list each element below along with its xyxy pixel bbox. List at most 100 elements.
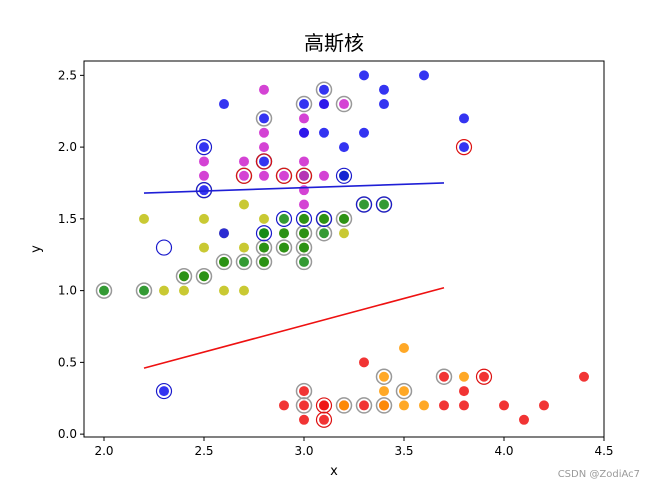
support-ring-gray <box>435 368 453 385</box>
data-point <box>299 99 309 110</box>
data-point <box>359 127 369 138</box>
data-point <box>359 400 369 411</box>
data-point <box>199 142 209 153</box>
data-point <box>219 256 229 267</box>
data-point <box>359 70 369 81</box>
data-point <box>199 213 209 224</box>
support-ring-red <box>475 368 493 385</box>
data-point <box>459 113 469 124</box>
data-point <box>139 213 149 224</box>
data-point <box>259 156 269 167</box>
support-ring-blue <box>255 225 273 242</box>
support-ring-gray <box>395 382 413 400</box>
data-point <box>319 414 329 425</box>
data-point <box>99 285 109 296</box>
regression-line <box>143 182 445 194</box>
support-ring-gray <box>215 253 233 271</box>
data-point <box>279 170 289 181</box>
x-axis-label: x <box>330 464 338 479</box>
data-point <box>259 256 269 267</box>
support-ring-gray <box>315 81 333 98</box>
data-point <box>459 142 469 153</box>
chart-title: 高斯核 <box>304 31 364 55</box>
data-point <box>159 386 169 397</box>
support-ring-gray <box>255 110 273 127</box>
data-point <box>319 84 329 95</box>
data-point <box>459 371 469 382</box>
data-point <box>199 242 209 253</box>
x-tick-label: 2.5 <box>194 444 213 458</box>
data-point <box>539 400 549 411</box>
data-point <box>299 199 309 210</box>
support-ring-red <box>315 397 333 414</box>
support-ring-gray <box>175 268 193 285</box>
support-ring-blue <box>155 239 173 256</box>
data-point <box>399 343 409 354</box>
data-point <box>339 228 349 239</box>
y-axis-ticks: 0.0 0.5 1.0 1.5 2.0 2.5 <box>58 68 84 441</box>
data-marks <box>95 70 589 428</box>
x-axis-ticks: 2.0 2.5 3.0 3.5 4.0 4.5 <box>94 437 614 458</box>
data-point <box>239 170 249 181</box>
data-point <box>359 199 369 210</box>
data-point <box>399 400 409 411</box>
plot-area-frame <box>83 60 605 438</box>
data-point <box>299 242 309 253</box>
x-tick-label: 2.0 <box>94 444 113 458</box>
y-tick-label: 1.0 <box>58 284 77 298</box>
data-point <box>279 213 289 224</box>
data-point <box>339 142 349 153</box>
y-tick-label: 2.5 <box>58 68 77 82</box>
data-point <box>299 170 309 181</box>
data-point <box>299 386 309 397</box>
support-ring-red <box>455 139 473 156</box>
data-point <box>339 170 349 181</box>
y-tick-label: 0.0 <box>58 427 77 441</box>
data-point <box>299 228 309 239</box>
data-point <box>219 228 229 239</box>
support-ring-blue <box>195 139 213 156</box>
y-tick-label: 2.0 <box>58 140 77 154</box>
support-ring-red <box>295 167 313 184</box>
data-point <box>319 228 329 239</box>
data-point <box>299 185 309 196</box>
data-point <box>219 99 229 110</box>
data-point <box>339 400 349 411</box>
support-ring-red <box>315 411 333 428</box>
data-point <box>139 285 149 296</box>
data-point <box>319 170 329 181</box>
data-point <box>339 99 349 110</box>
data-point <box>279 242 289 253</box>
data-point <box>199 185 209 196</box>
data-point <box>239 156 249 167</box>
support-ring-gray <box>295 95 313 113</box>
support-ring-gray <box>95 282 113 299</box>
data-point <box>379 199 389 210</box>
data-point <box>259 170 269 181</box>
data-point <box>419 70 429 81</box>
data-point <box>459 386 469 397</box>
support-ring-blue <box>355 196 373 213</box>
data-point <box>379 99 389 110</box>
support-ring-blue <box>315 210 333 227</box>
data-point <box>159 285 169 296</box>
x-tick-label: 4.5 <box>594 444 613 458</box>
data-point <box>259 142 269 153</box>
data-point <box>399 386 409 397</box>
data-point <box>299 213 309 224</box>
data-point <box>279 228 289 239</box>
data-point <box>179 285 189 296</box>
data-point <box>239 199 249 210</box>
support-ring-gray <box>135 282 153 299</box>
data-point <box>379 386 389 397</box>
data-point <box>299 127 309 138</box>
support-ring-gray <box>275 239 293 256</box>
data-point <box>379 84 389 95</box>
data-point <box>439 371 449 382</box>
data-point <box>299 256 309 267</box>
data-point <box>299 414 309 425</box>
data-point <box>259 213 269 224</box>
data-point <box>219 285 229 296</box>
data-point <box>259 127 269 138</box>
